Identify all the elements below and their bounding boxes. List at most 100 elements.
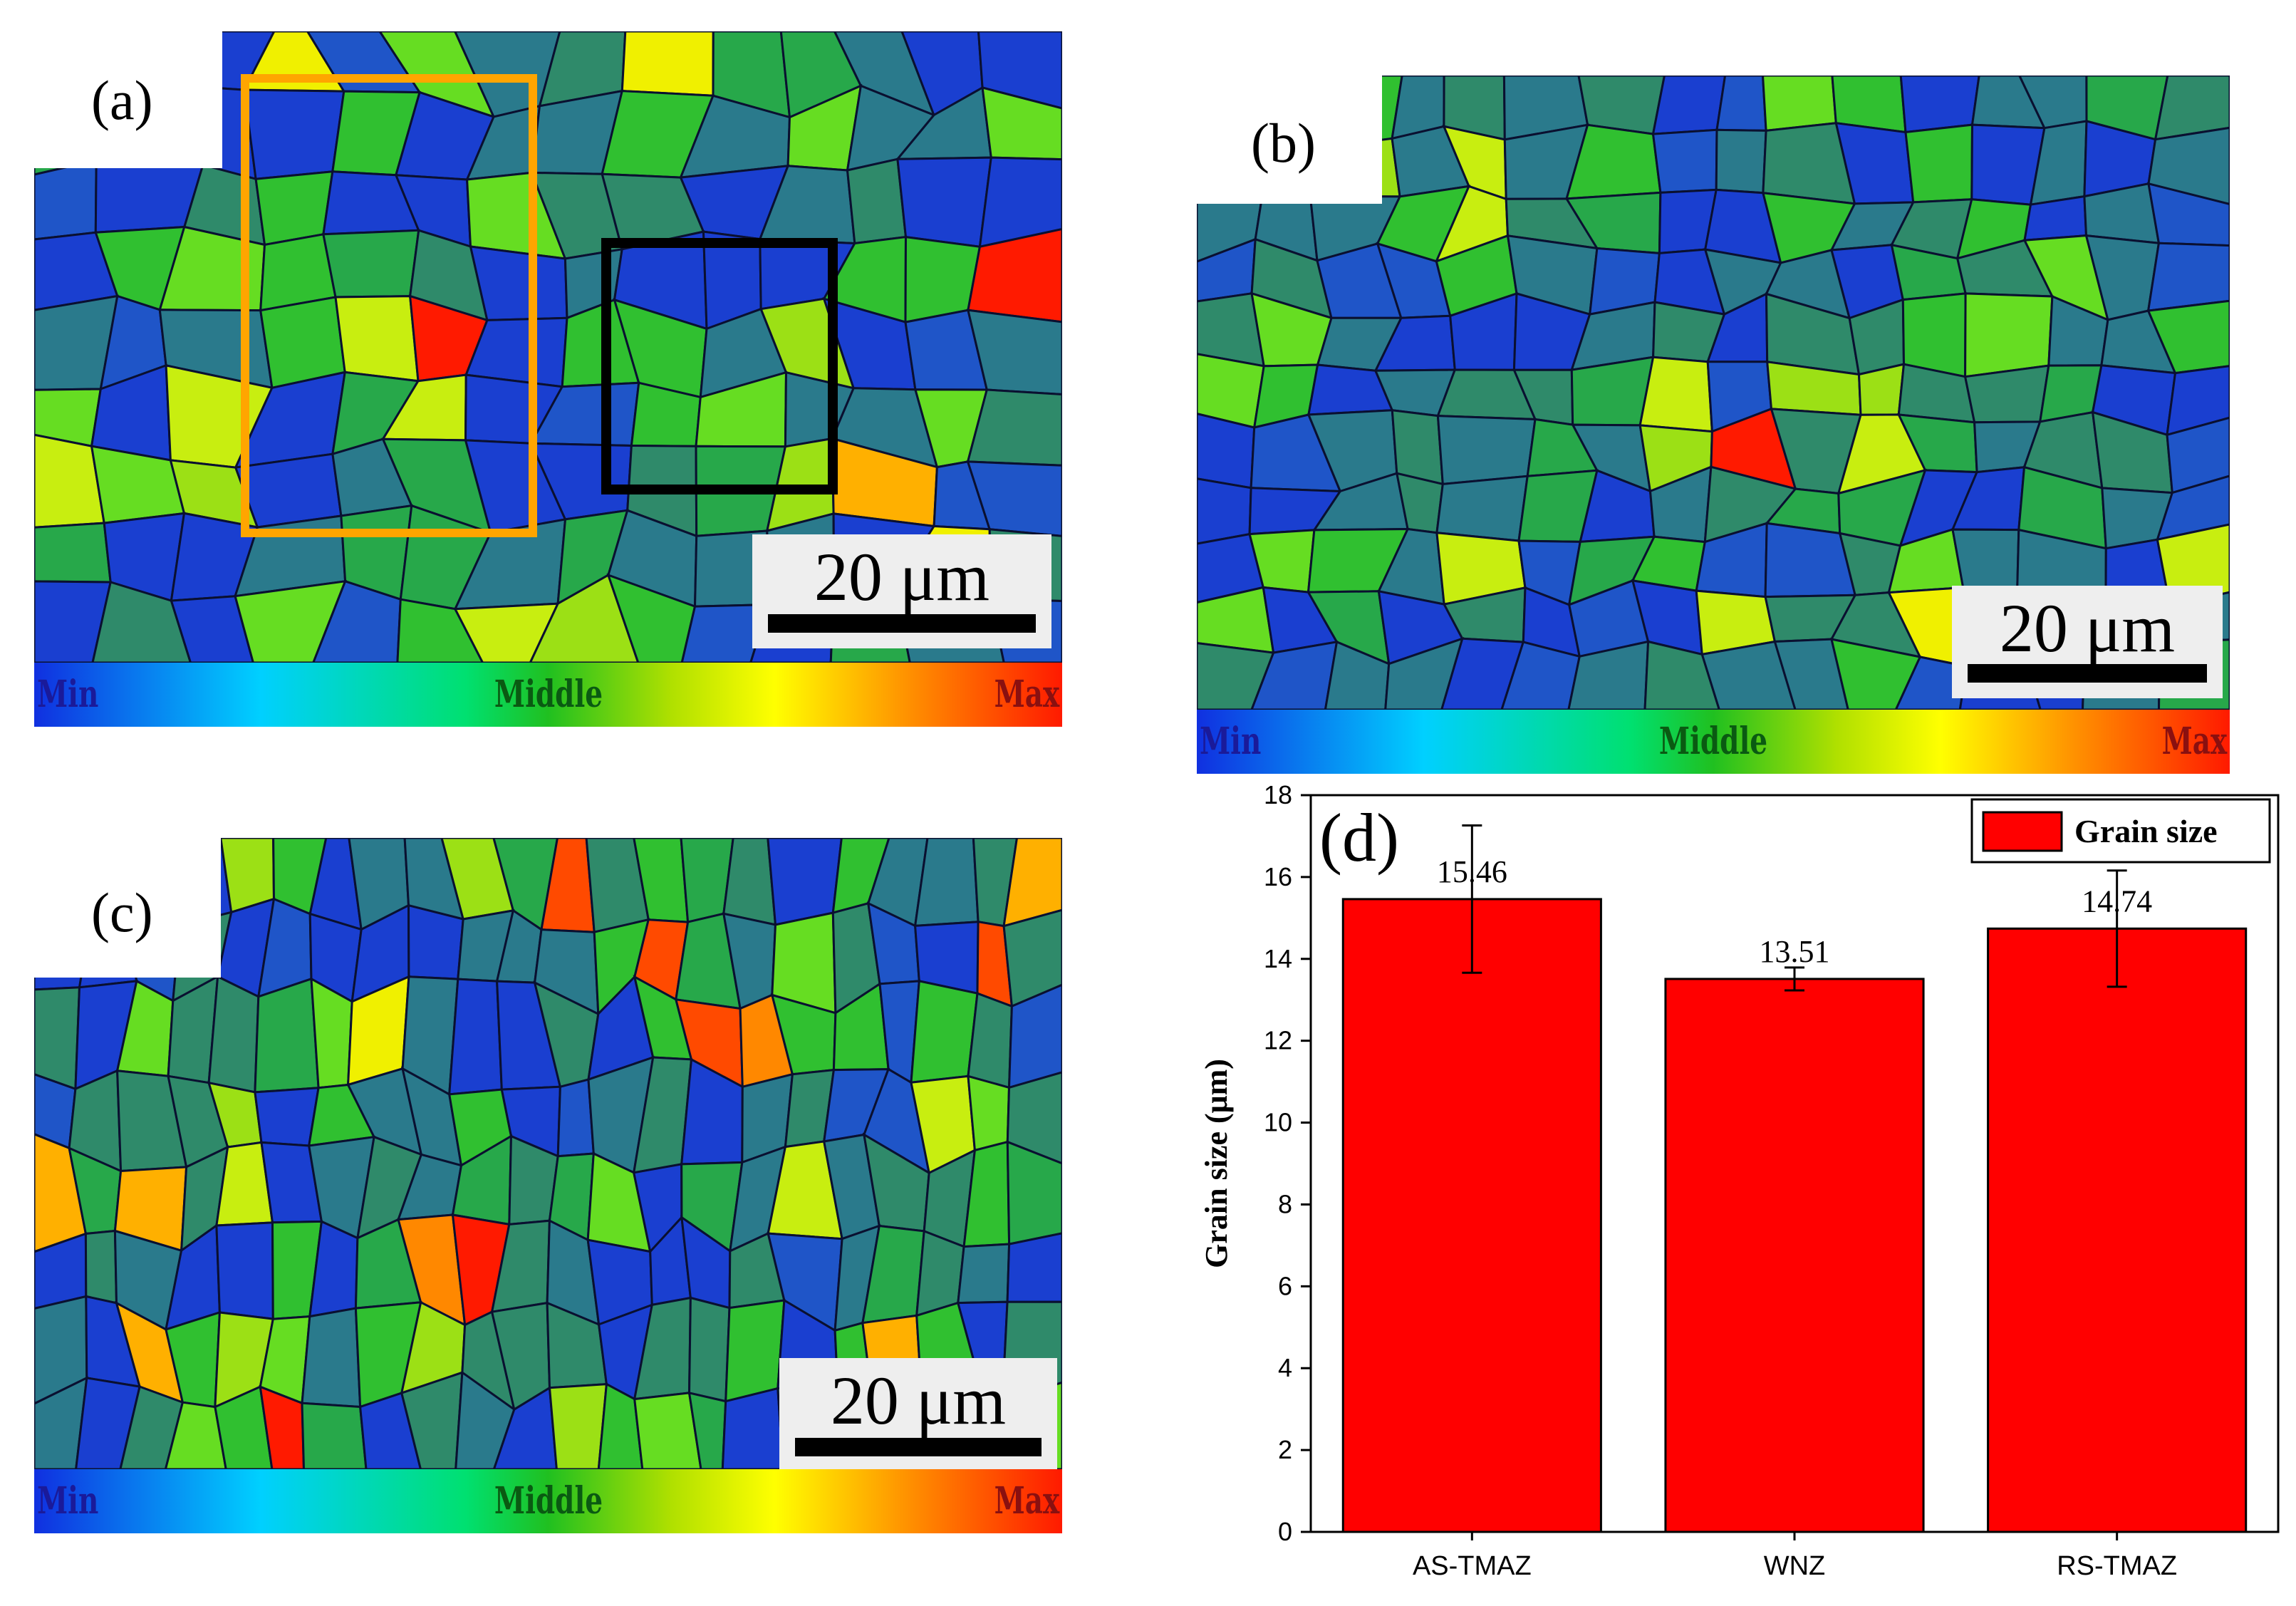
y-tick-label: 2: [1278, 1435, 1292, 1464]
panel-a-label: (a): [91, 69, 153, 131]
y-tick-label: 10: [1264, 1108, 1292, 1137]
panel-a-colorbar-min: Min: [37, 673, 99, 716]
grain: [2154, 76, 2230, 141]
grain: [724, 1299, 786, 1403]
bar-as-tmaz: [1341, 898, 1602, 1533]
grain: [2156, 523, 2230, 607]
x-tick-label: AS-TMAZ: [1413, 1551, 1532, 1581]
grain: [687, 1296, 731, 1403]
grain: [207, 975, 260, 1094]
panel-a-colorbar: Min Middle Max: [34, 663, 1062, 727]
panel-a-scale-bar: [768, 614, 1036, 633]
panel-b-colorbar-min: Min: [1200, 720, 1262, 763]
grain: [301, 1402, 368, 1471]
y-tick-label: 18: [1264, 784, 1292, 809]
y-tick-label: 4: [1278, 1353, 1292, 1382]
y-tick-label: 0: [1278, 1517, 1292, 1546]
y-tick-label: 16: [1264, 862, 1292, 891]
panel-a-notch: [34, 31, 222, 168]
grain: [84, 1229, 118, 1305]
grain: [2146, 299, 2230, 375]
grain: [1857, 363, 1906, 416]
grain: [1435, 475, 1529, 542]
grain: [1715, 128, 1767, 195]
panel-d-chart: 0 2 4 6 8 10 12 14 16 18 Grain size (μm) 15.46 AS-TM…: [1126, 780, 2296, 1602]
grain: [978, 156, 1062, 249]
panel-c-label: (c): [91, 881, 153, 943]
panel-c-colorbar-min: Min: [37, 1479, 99, 1523]
grain-cells: [1197, 76, 2230, 711]
grain: [1904, 123, 1974, 204]
panel-a-scale-box: 20 μm: [752, 534, 1051, 648]
grain: [957, 1243, 1011, 1305]
y-tick-label: 6: [1278, 1271, 1292, 1300]
panel-a-roi-black: [601, 238, 838, 494]
panel-c-scale-bar: [795, 1438, 1041, 1456]
grain: [2156, 475, 2230, 542]
grain: [1436, 415, 1537, 486]
grain: [2166, 365, 2230, 437]
legend: Grain size: [1970, 798, 2271, 864]
grain: [1638, 356, 1714, 433]
grain: [2166, 416, 2230, 494]
grain: [1006, 1232, 1062, 1303]
grain: [1901, 292, 1967, 378]
panel-c-notch: [34, 838, 221, 978]
value-label-as-tmaz: 15.46: [1437, 854, 1507, 889]
grain: [1197, 413, 1256, 489]
grain: [1899, 76, 1980, 134]
value-label-rs-tmaz: 14.74: [2082, 884, 2152, 918]
panel-b-scale-bar: [1968, 664, 2207, 683]
panel-a-colorbar-max: Max: [994, 673, 1059, 716]
grain: [910, 980, 979, 1084]
panel-a-roi-orange: [241, 74, 537, 537]
grain: [967, 227, 1062, 323]
panel-c-map: 20 μm Min Middle Max: [34, 838, 1062, 1533]
grain: [1651, 76, 1727, 135]
grain-cells: [34, 31, 1062, 664]
grain: [1002, 908, 1062, 1008]
error-bar-as-tmaz: [1462, 824, 1482, 974]
panel-a-grain-map: [34, 31, 1062, 664]
grain: [2147, 126, 2230, 206]
grain: [34, 986, 81, 1091]
grain: [966, 460, 1062, 537]
grain: [620, 31, 715, 97]
panel-b-scale-box: 20 μm: [1952, 586, 2223, 698]
grain: [1715, 76, 1767, 132]
bar-wnz: [1664, 978, 1925, 1533]
error-bar-wnz: [1785, 966, 1804, 992]
panel-b-notch: [1197, 76, 1382, 204]
y-tick-label: 14: [1264, 944, 1292, 973]
grain-size-bar-chart: 0 2 4 6 8 10 12 14 16 18 Grain size (μm) 15.46 AS-TM…: [1199, 780, 2280, 1581]
panel-b-colorbar-middle: Middle: [1658, 720, 1768, 763]
bar-rs-tmaz: [1987, 927, 2248, 1533]
grain: [34, 159, 98, 241]
y-tick-label: 12: [1264, 1026, 1292, 1055]
panel-c-colorbar: Min Middle Max: [34, 1469, 1062, 1533]
y-axis-label: Grain size (μm): [1199, 1059, 1234, 1268]
legend-label: Grain size: [2074, 813, 2218, 849]
grain: [1006, 1071, 1062, 1165]
grain: [896, 156, 993, 248]
grain: [722, 838, 777, 926]
value-label-wnz: 13.51: [1760, 934, 1830, 969]
grain: [966, 309, 1062, 396]
grain: [1007, 983, 1062, 1089]
grain: [1006, 1140, 1062, 1245]
grain: [1197, 477, 1252, 545]
y-tick-label: 8: [1278, 1189, 1292, 1218]
grain: [254, 1087, 320, 1147]
grain: [1964, 292, 2054, 378]
grain: [721, 1387, 785, 1471]
grain: [2147, 182, 2230, 247]
grain: [1963, 364, 2050, 424]
legend-swatch: [1982, 811, 2063, 852]
grain: [1651, 128, 1718, 194]
panel-c-scale-box: 20 μm: [779, 1358, 1057, 1472]
grain: [1761, 76, 1837, 133]
grain: [215, 1221, 274, 1320]
panel-a-colorbar-middle: Middle: [494, 673, 603, 716]
grain: [548, 1382, 608, 1471]
panel-d-label: (d): [1319, 799, 1399, 876]
